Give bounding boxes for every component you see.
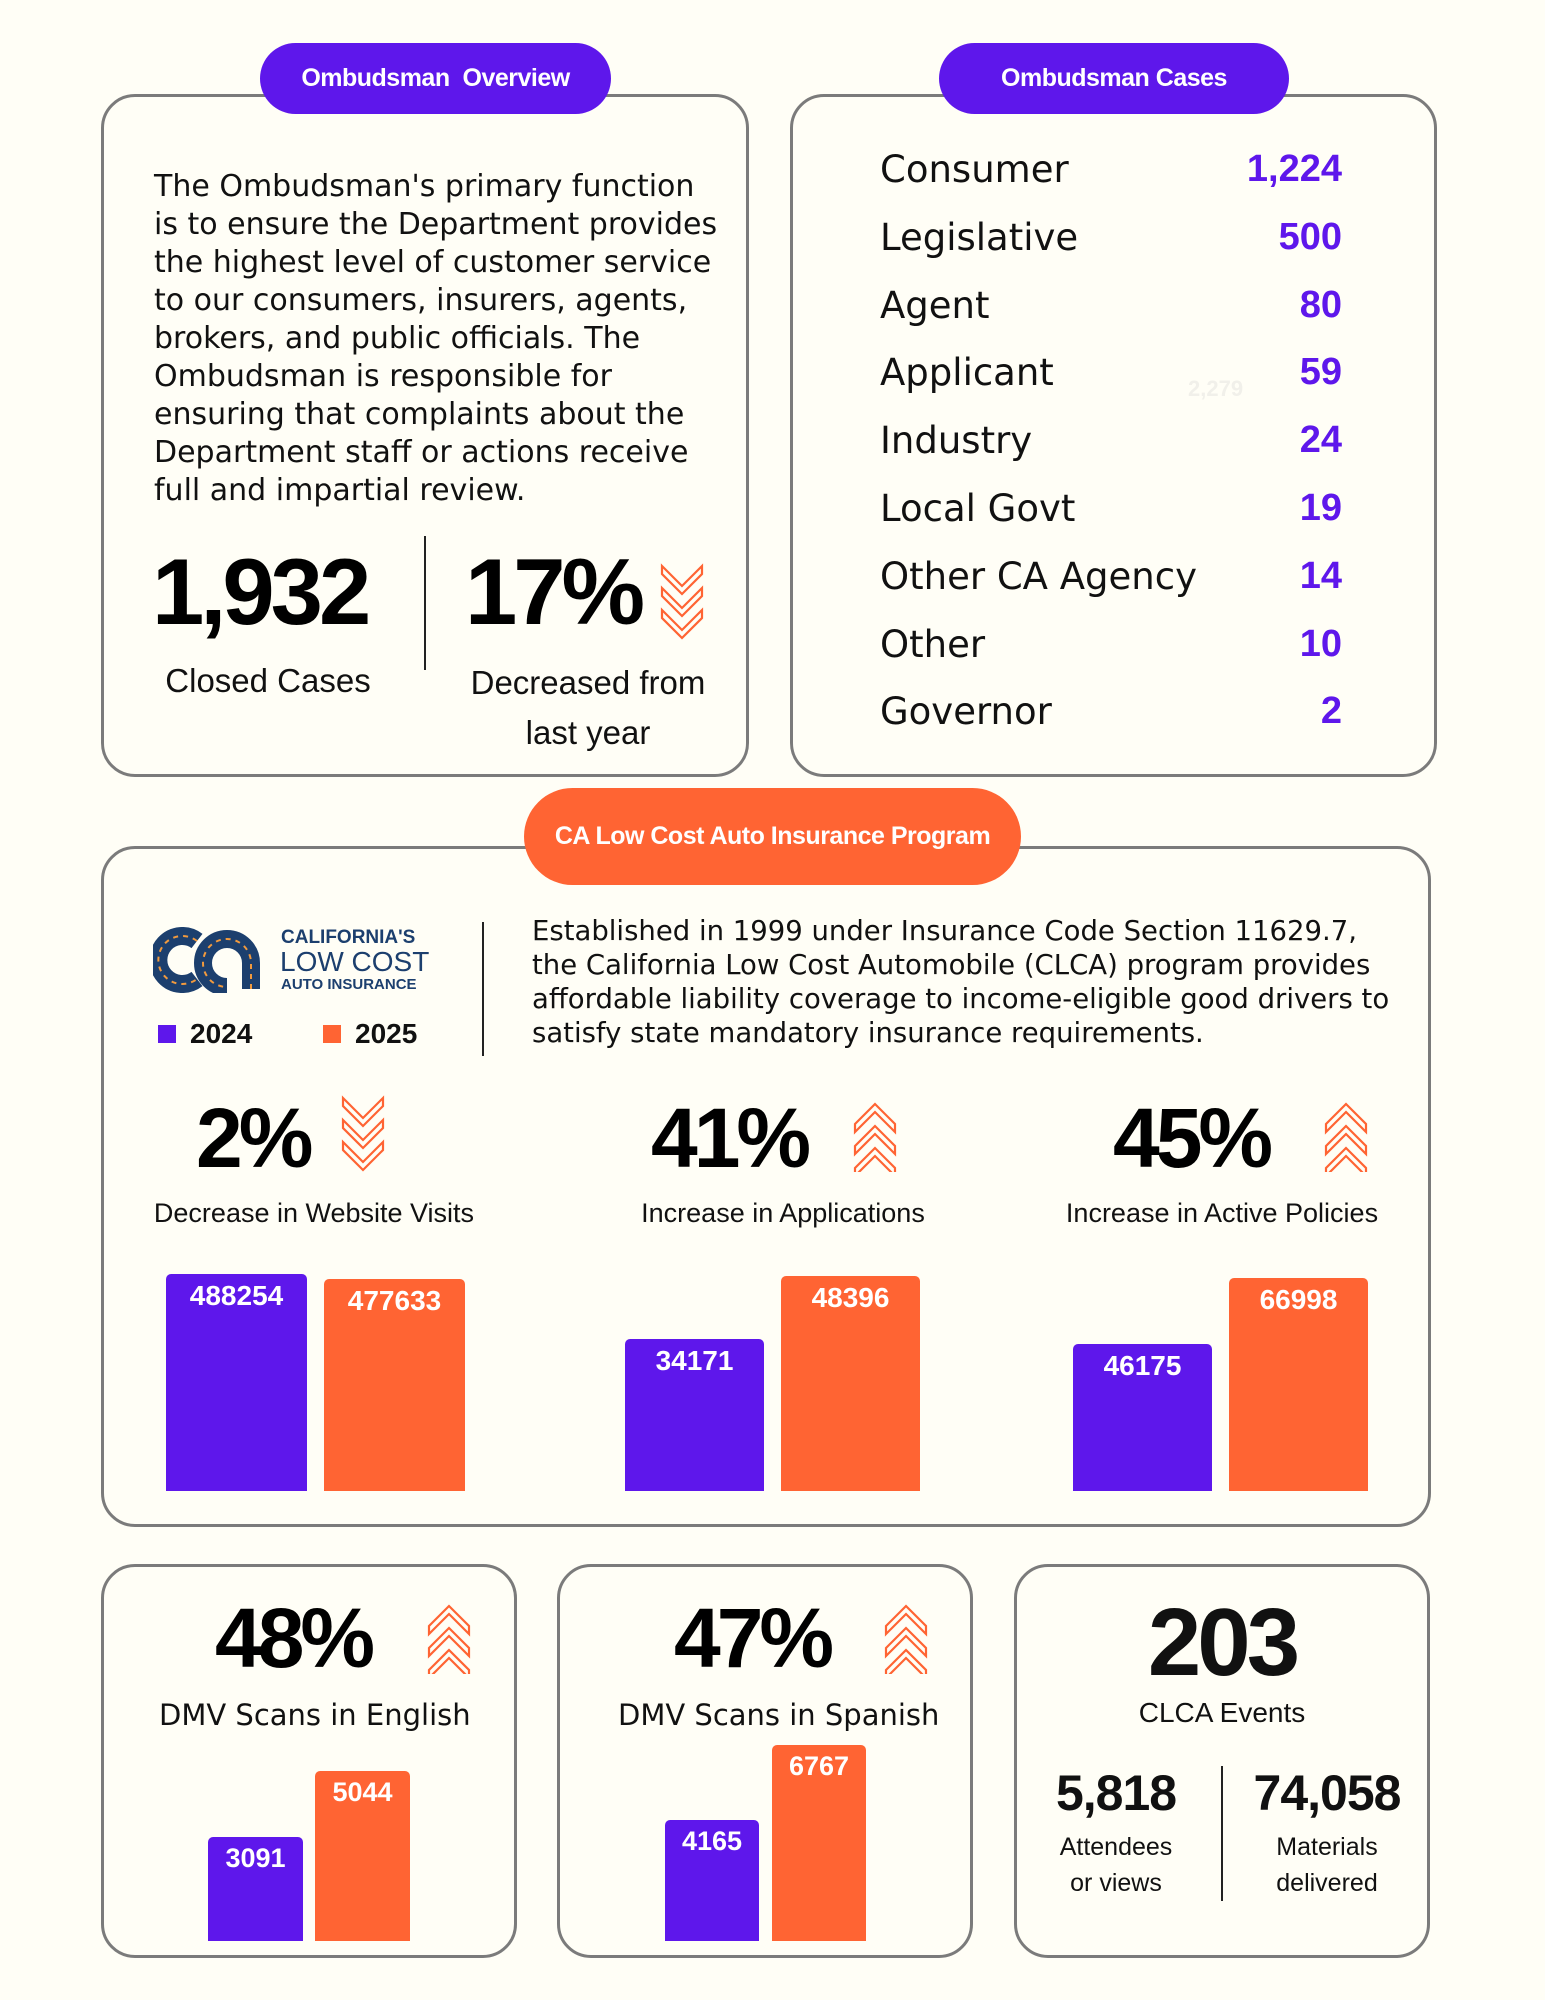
attendees-label-1: Attendees	[1059, 1833, 1173, 1861]
clca-pill: CA Low Cost Auto Insurance Program	[524, 788, 1021, 885]
case-label: Legislative	[880, 215, 1079, 259]
dmv-spanish-label: DMV Scans in Spanish	[618, 1698, 940, 1732]
bar-2025: 477633	[324, 1278, 465, 1491]
bar-2025: 66998	[1229, 1278, 1368, 1491]
case-value: 59	[1299, 351, 1342, 394]
legend-2024: 2024	[158, 1018, 252, 1050]
dmv-spanish-card	[557, 1564, 973, 1958]
overview-pill: Ombudsman Overview	[260, 43, 611, 114]
case-value: 80	[1299, 283, 1342, 326]
bar-2024: 3091	[208, 1836, 303, 1941]
legend-label-2024: 2024	[190, 1018, 253, 1049]
stat-label-applications: Increase in Applications	[641, 1198, 925, 1228]
bar-2024: 34171	[625, 1339, 764, 1491]
events-label: CLCA Events	[1138, 1697, 1306, 1728]
logo-line-1: CALIFORNIA'S	[281, 927, 416, 948]
bar-2025: 5044	[315, 1771, 410, 1941]
triple-chevron-up-icon	[1324, 1102, 1368, 1172]
overview-paragraph: The Ombudsman's primary function is to e…	[154, 169, 718, 508]
materials-value: 74,058	[1253, 1765, 1402, 1821]
triple-chevron-up-icon	[853, 1102, 897, 1172]
stat-label-policies: Increase in Active Policies	[1065, 1198, 1379, 1228]
stat-value-website: 2%	[196, 1091, 313, 1185]
case-value: 24	[1299, 419, 1342, 462]
bar-value-label: 48396	[811, 1282, 890, 1313]
decrease-value: 17%	[465, 539, 645, 644]
logo-line-3: AUTO INSURANCE	[281, 976, 417, 993]
bar-2025: 48396	[781, 1276, 920, 1491]
materials-label-2: delivered	[1276, 1869, 1378, 1897]
bar-value-label: 4165	[681, 1826, 743, 1857]
closed-cases-label: Closed Cases	[165, 662, 371, 699]
ca-road-logo-icon	[153, 927, 260, 993]
legend-swatch-2025	[323, 1025, 341, 1043]
triple-chevron-up-icon	[884, 1604, 928, 1674]
triple-chevron-down-icon	[341, 1095, 385, 1172]
case-label: Applicant	[880, 351, 1054, 395]
legend-label-2025: 2025	[355, 1018, 418, 1049]
decrease-label-2: last year	[525, 714, 651, 751]
case-label: Other CA Agency	[880, 554, 1197, 598]
dmv-english-card	[101, 1564, 517, 1958]
case-value: 1,224	[1246, 148, 1342, 190]
case-value: 14	[1299, 554, 1342, 597]
bar-value-label: 66998	[1259, 1284, 1338, 1315]
attendees-label-2: or views	[1070, 1869, 1162, 1897]
triple-chevron-down-icon	[660, 563, 704, 640]
triple-chevron-up-icon	[427, 1604, 471, 1674]
case-label: Agent	[880, 283, 990, 327]
case-label: Other	[880, 622, 986, 666]
materials-label-1: Materials	[1276, 1833, 1378, 1861]
logo-line-2: LOW COST	[280, 946, 430, 977]
cases-pill: Ombudsman Cases	[939, 43, 1289, 114]
case-label: Governor	[880, 690, 1052, 734]
clca-divider	[482, 922, 484, 1056]
case-value: 10	[1299, 622, 1342, 665]
bar-2024: 488254	[166, 1274, 307, 1491]
dmv-english-value: 48%	[215, 1591, 375, 1685]
clca-logo: CALIFORNIA'S LOW COST AUTO INSURANCE	[153, 925, 443, 995]
closed-cases-value: 1,932	[152, 539, 371, 644]
bar-value-label: 5044	[332, 1777, 393, 1807]
bar-2024: 46175	[1073, 1344, 1212, 1491]
case-label: Industry	[880, 419, 1033, 463]
bar-value-label: 34171	[655, 1345, 734, 1377]
case-label: Consumer	[880, 148, 1069, 191]
events-divider	[1221, 1766, 1223, 1901]
case-label: Local Govt	[880, 487, 1076, 530]
legend-2025: 2025	[323, 1018, 417, 1050]
bar-value-label: 477633	[347, 1284, 442, 1316]
legend-swatch-2024	[158, 1025, 176, 1043]
clca-description: Established in 1999 under Insurance Code…	[532, 915, 1390, 1049]
case-value: 19	[1299, 487, 1342, 529]
bar-2025: 6767	[772, 1745, 866, 1941]
case-value: 2	[1320, 690, 1342, 733]
stat-label-website: Decrease in Website Visits	[153, 1198, 475, 1228]
bar-2024: 4165	[665, 1820, 759, 1941]
attendees-value: 5,818	[1055, 1765, 1177, 1821]
decrease-label-1: Decreased from	[470, 664, 706, 701]
events-value: 203	[1147, 1589, 1300, 1696]
bar-value-label: 46175	[1103, 1350, 1182, 1382]
stat-value-applications: 41%	[651, 1091, 811, 1185]
dmv-english-label: DMV Scans in English	[159, 1698, 471, 1732]
bar-value-label: 6767	[788, 1751, 850, 1781]
overview-divider	[424, 536, 426, 670]
stat-value-policies: 45%	[1113, 1091, 1273, 1185]
events-card	[1014, 1564, 1430, 1958]
bar-value-label: 488254	[189, 1280, 284, 1311]
bar-value-label: 3091	[225, 1842, 286, 1873]
case-value: 500	[1278, 215, 1342, 258]
faint-total: 2,279	[1188, 376, 1244, 401]
dmv-spanish-value: 47%	[674, 1591, 834, 1685]
